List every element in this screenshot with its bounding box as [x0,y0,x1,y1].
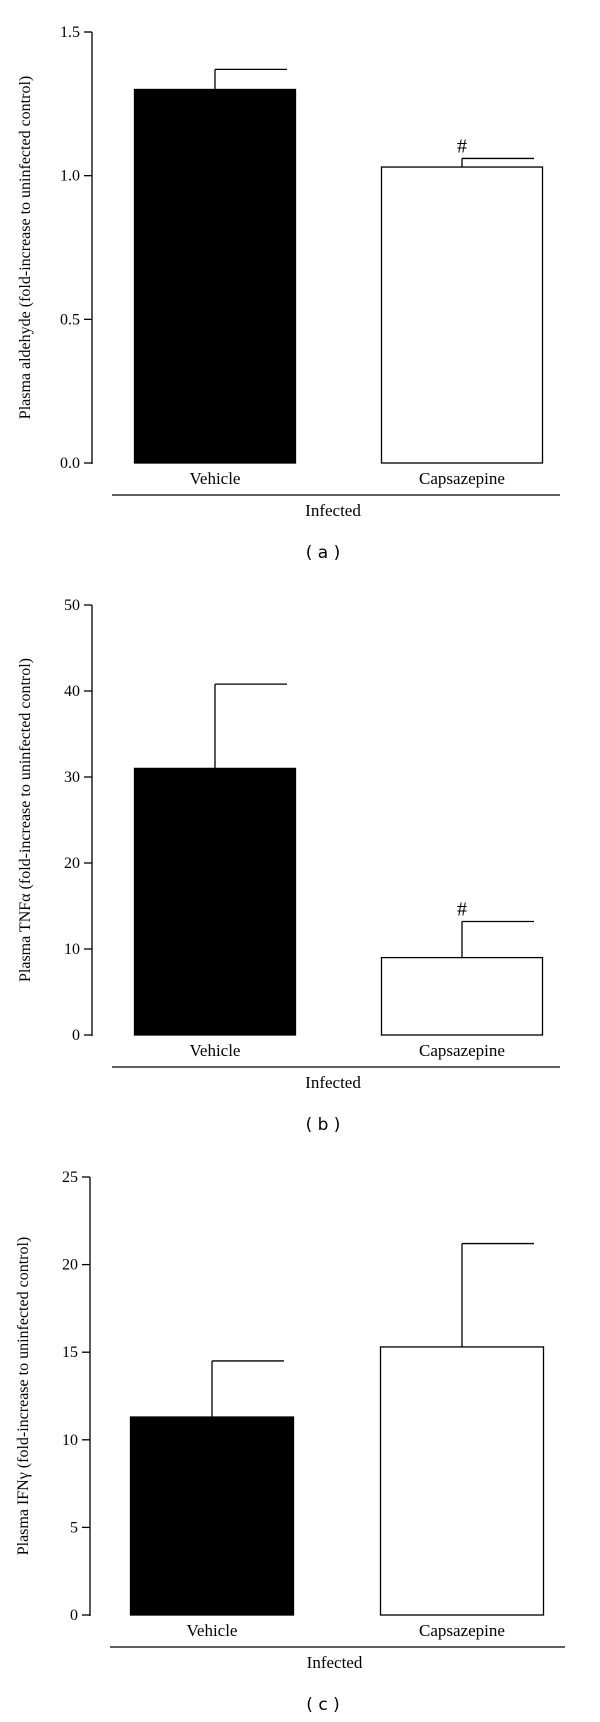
significance-mark: # [457,135,467,157]
x-category-label: Vehicle [187,1621,238,1640]
chart-panel-2: 0 5 10 15 20 25 Plasma IFNγ (fold-increase to … [15,1169,565,1715]
y-tick-label: 10 [64,941,80,958]
bar-0 [129,1416,295,1616]
x-category-label: Vehicle [190,1041,241,1060]
y-tick-label: 15 [62,1344,78,1361]
bar-1 [380,956,544,1036]
chart-panel-0: 0.0 0.5 1.0 1.5 Plasma aldehyde (fold-increa… [17,24,560,563]
y-tick-label: 0 [70,1607,78,1624]
x-category-label: Capsazepine [419,469,505,488]
x-category-label: Capsazepine [419,1041,505,1060]
y-tick-label: 25 [62,1169,78,1186]
panel-label: ( b ) [306,1115,341,1135]
bar-0 [133,767,297,1036]
y-tick-label: 30 [64,769,80,786]
y-tick-label: 0.0 [60,455,80,472]
y-tick-label: 0 [72,1027,80,1044]
bar-0 [133,88,297,464]
bar-1 [379,1346,545,1616]
group-label: Infected [307,1653,363,1672]
y-tick-label: 50 [64,597,80,614]
x-category-label: Capsazepine [419,1621,505,1640]
y-tick-label: 1.5 [60,24,80,41]
y-tick-label: 20 [64,855,80,872]
y-axis-label: Plasma aldehyde (fold-increase to uninfe… [17,76,34,419]
y-tick-label: 40 [64,683,80,700]
y-axis-label: Plasma IFNγ (fold-increase to uninfected… [15,1237,32,1556]
group-label: Infected [305,501,361,520]
y-tick-label: 20 [62,1257,78,1274]
significance-mark: # [457,898,467,920]
panel-label: ( c ) [306,1695,339,1715]
x-category-label: Vehicle [190,469,241,488]
y-tick-label: 10 [62,1432,78,1449]
group-label: Infected [305,1073,361,1092]
y-tick-label: 5 [70,1519,78,1536]
chart-panel-1: 0 10 20 30 40 50 Plasma TNFα (fold-increase to… [17,597,560,1135]
panel-label: ( a ) [306,543,341,563]
bar-1 [380,166,544,464]
y-tick-label: 1.0 [60,168,80,185]
y-tick-label: 0.5 [60,311,80,328]
y-axis-label: Plasma TNFα (fold-increase to uninfected… [17,658,34,982]
